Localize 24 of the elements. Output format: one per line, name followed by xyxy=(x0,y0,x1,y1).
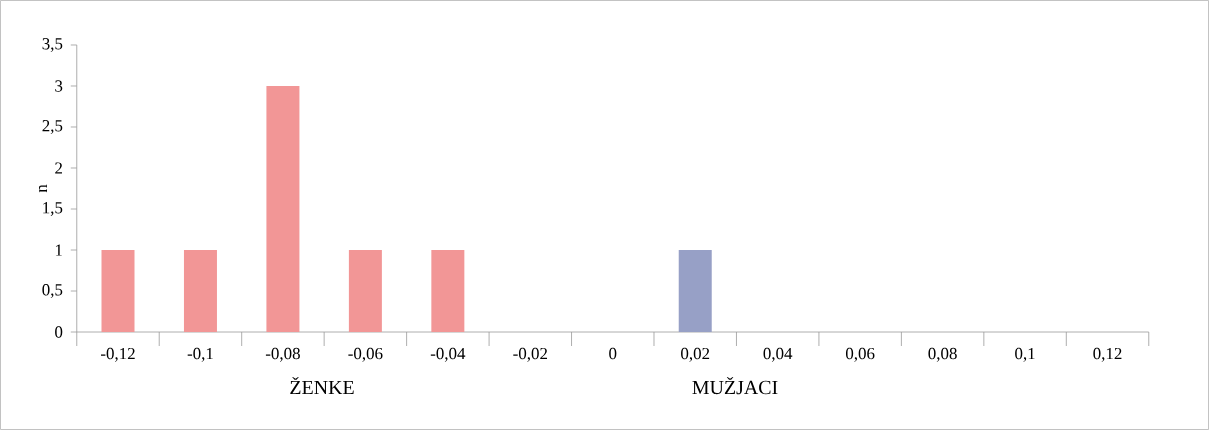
x-tick-label: -0,08 xyxy=(265,347,300,362)
x-tick-label: 0,06 xyxy=(845,347,875,362)
y-tick-label: 3,5 xyxy=(42,38,63,52)
x-tick-label: 0,1 xyxy=(1015,347,1035,362)
y-tick-label: 2 xyxy=(55,162,62,174)
x-tick-label: 0,08 xyxy=(928,347,957,362)
x-tick-label: -0,04 xyxy=(430,347,466,362)
y-tick-label: 0,5 xyxy=(42,284,63,298)
text: ŽENKE xyxy=(290,376,354,394)
x-tick-label: 0,12 xyxy=(1093,347,1122,362)
x-tick-label: -0,12 xyxy=(100,347,135,362)
text: MUŽJACI xyxy=(692,376,778,395)
x-tick-label: 0,04 xyxy=(763,347,793,362)
y-tick-label: 1 xyxy=(55,244,62,256)
y-tick-label: 2,5 xyxy=(42,120,63,134)
x-tick-label: -0,02 xyxy=(513,347,548,362)
y-tick-label: 1,5 xyxy=(43,202,63,216)
y-tick-label: 0 xyxy=(55,326,63,338)
y-axis-title: n xyxy=(39,184,47,193)
x-tick-label: 0,02 xyxy=(681,347,710,362)
y-tick-label: 3 xyxy=(55,80,63,92)
x-tick-label: 0 xyxy=(609,347,617,360)
x-tick-label: -0,06 xyxy=(348,347,383,362)
x-tick-label: -0,1 xyxy=(187,347,213,362)
